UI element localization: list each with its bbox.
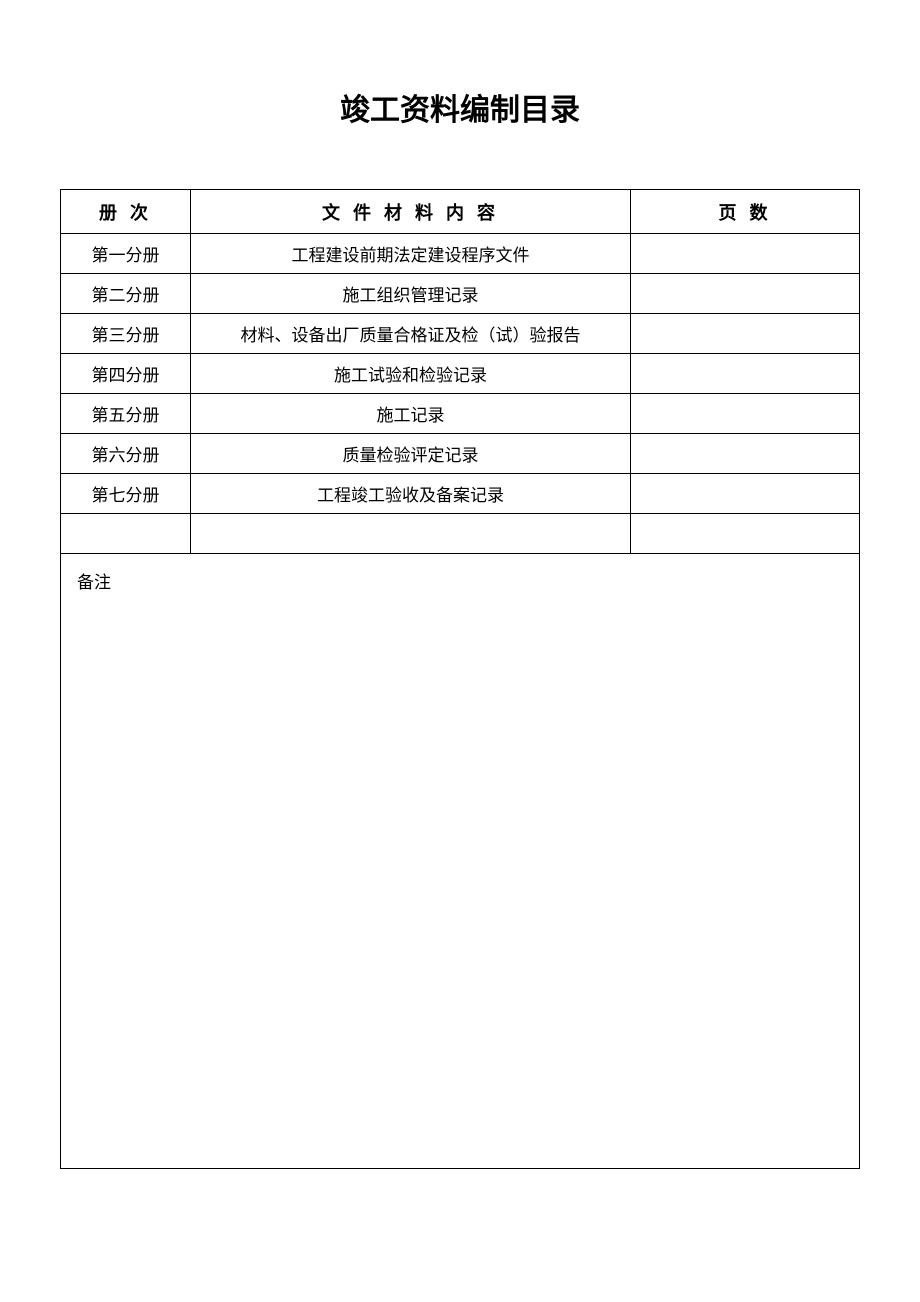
empty-cell — [61, 514, 191, 554]
table-row: 第四分册 施工试验和检验记录 — [61, 354, 860, 394]
cell-volume: 第六分册 — [61, 434, 191, 474]
table-row: 第三分册 材料、设备出厂质量合格证及检（试）验报告 — [61, 314, 860, 354]
empty-cell — [191, 514, 631, 554]
notes-label: 备注 — [77, 573, 111, 592]
page-title: 竣工资料编制目录 — [60, 85, 860, 129]
cell-content: 施工试验和检验记录 — [191, 354, 631, 394]
table-empty-row — [61, 514, 860, 554]
cell-pages — [631, 274, 860, 314]
cell-content: 施工组织管理记录 — [191, 274, 631, 314]
table-row: 第七分册 工程竣工验收及备案记录 — [61, 474, 860, 514]
table-row: 第一分册 工程建设前期法定建设程序文件 — [61, 234, 860, 274]
cell-pages — [631, 354, 860, 394]
table-row: 第二分册 施工组织管理记录 — [61, 274, 860, 314]
cell-volume: 第五分册 — [61, 394, 191, 434]
table-notes-row: 备注 — [61, 554, 860, 1169]
header-pages: 页 数 — [631, 190, 860, 234]
table-header-row: 册 次 文 件 材 料 内 容 页 数 — [61, 190, 860, 234]
cell-content: 材料、设备出厂质量合格证及检（试）验报告 — [191, 314, 631, 354]
cell-content: 工程建设前期法定建设程序文件 — [191, 234, 631, 274]
cell-content: 施工记录 — [191, 394, 631, 434]
cell-pages — [631, 394, 860, 434]
cell-pages — [631, 314, 860, 354]
empty-cell — [631, 514, 860, 554]
table-row: 第六分册 质量检验评定记录 — [61, 434, 860, 474]
cell-pages — [631, 434, 860, 474]
cell-pages — [631, 474, 860, 514]
cell-volume: 第一分册 — [61, 234, 191, 274]
cell-content: 质量检验评定记录 — [191, 434, 631, 474]
notes-cell: 备注 — [61, 554, 860, 1169]
cell-volume: 第二分册 — [61, 274, 191, 314]
cell-volume: 第三分册 — [61, 314, 191, 354]
table-row: 第五分册 施工记录 — [61, 394, 860, 434]
header-volume: 册 次 — [61, 190, 191, 234]
catalog-table: 册 次 文 件 材 料 内 容 页 数 第一分册 工程建设前期法定建设程序文件 … — [60, 189, 860, 1169]
cell-content: 工程竣工验收及备案记录 — [191, 474, 631, 514]
cell-volume: 第四分册 — [61, 354, 191, 394]
header-content: 文 件 材 料 内 容 — [191, 190, 631, 234]
cell-volume: 第七分册 — [61, 474, 191, 514]
cell-pages — [631, 234, 860, 274]
